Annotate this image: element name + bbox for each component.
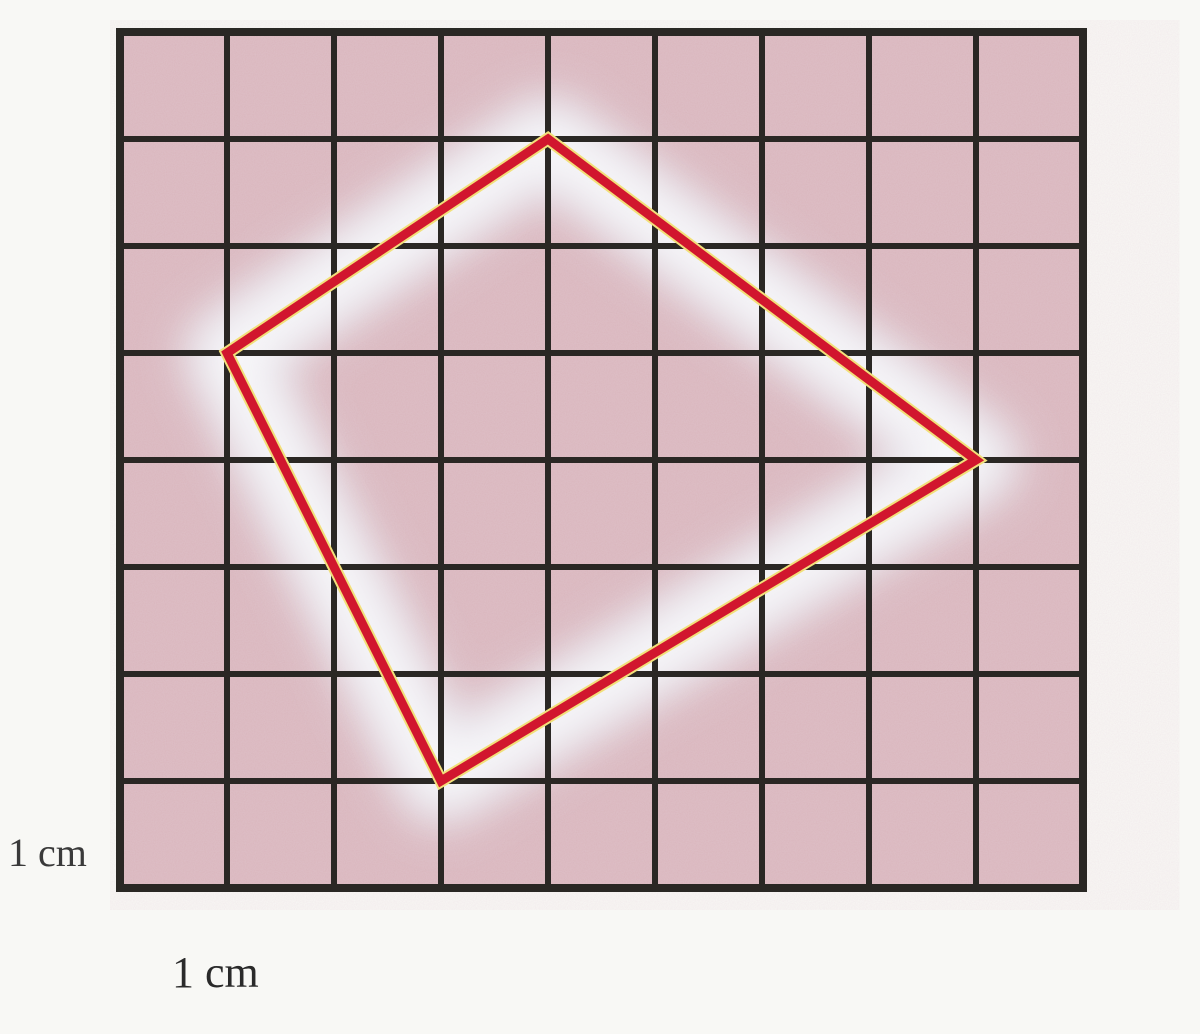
y-axis-unit-label: 1 cm — [8, 829, 87, 876]
grid-svg — [110, 20, 1180, 910]
grid-area — [110, 20, 1180, 910]
diagram-container — [110, 20, 1180, 1020]
x-axis-unit-label: 1 cm — [172, 947, 259, 998]
